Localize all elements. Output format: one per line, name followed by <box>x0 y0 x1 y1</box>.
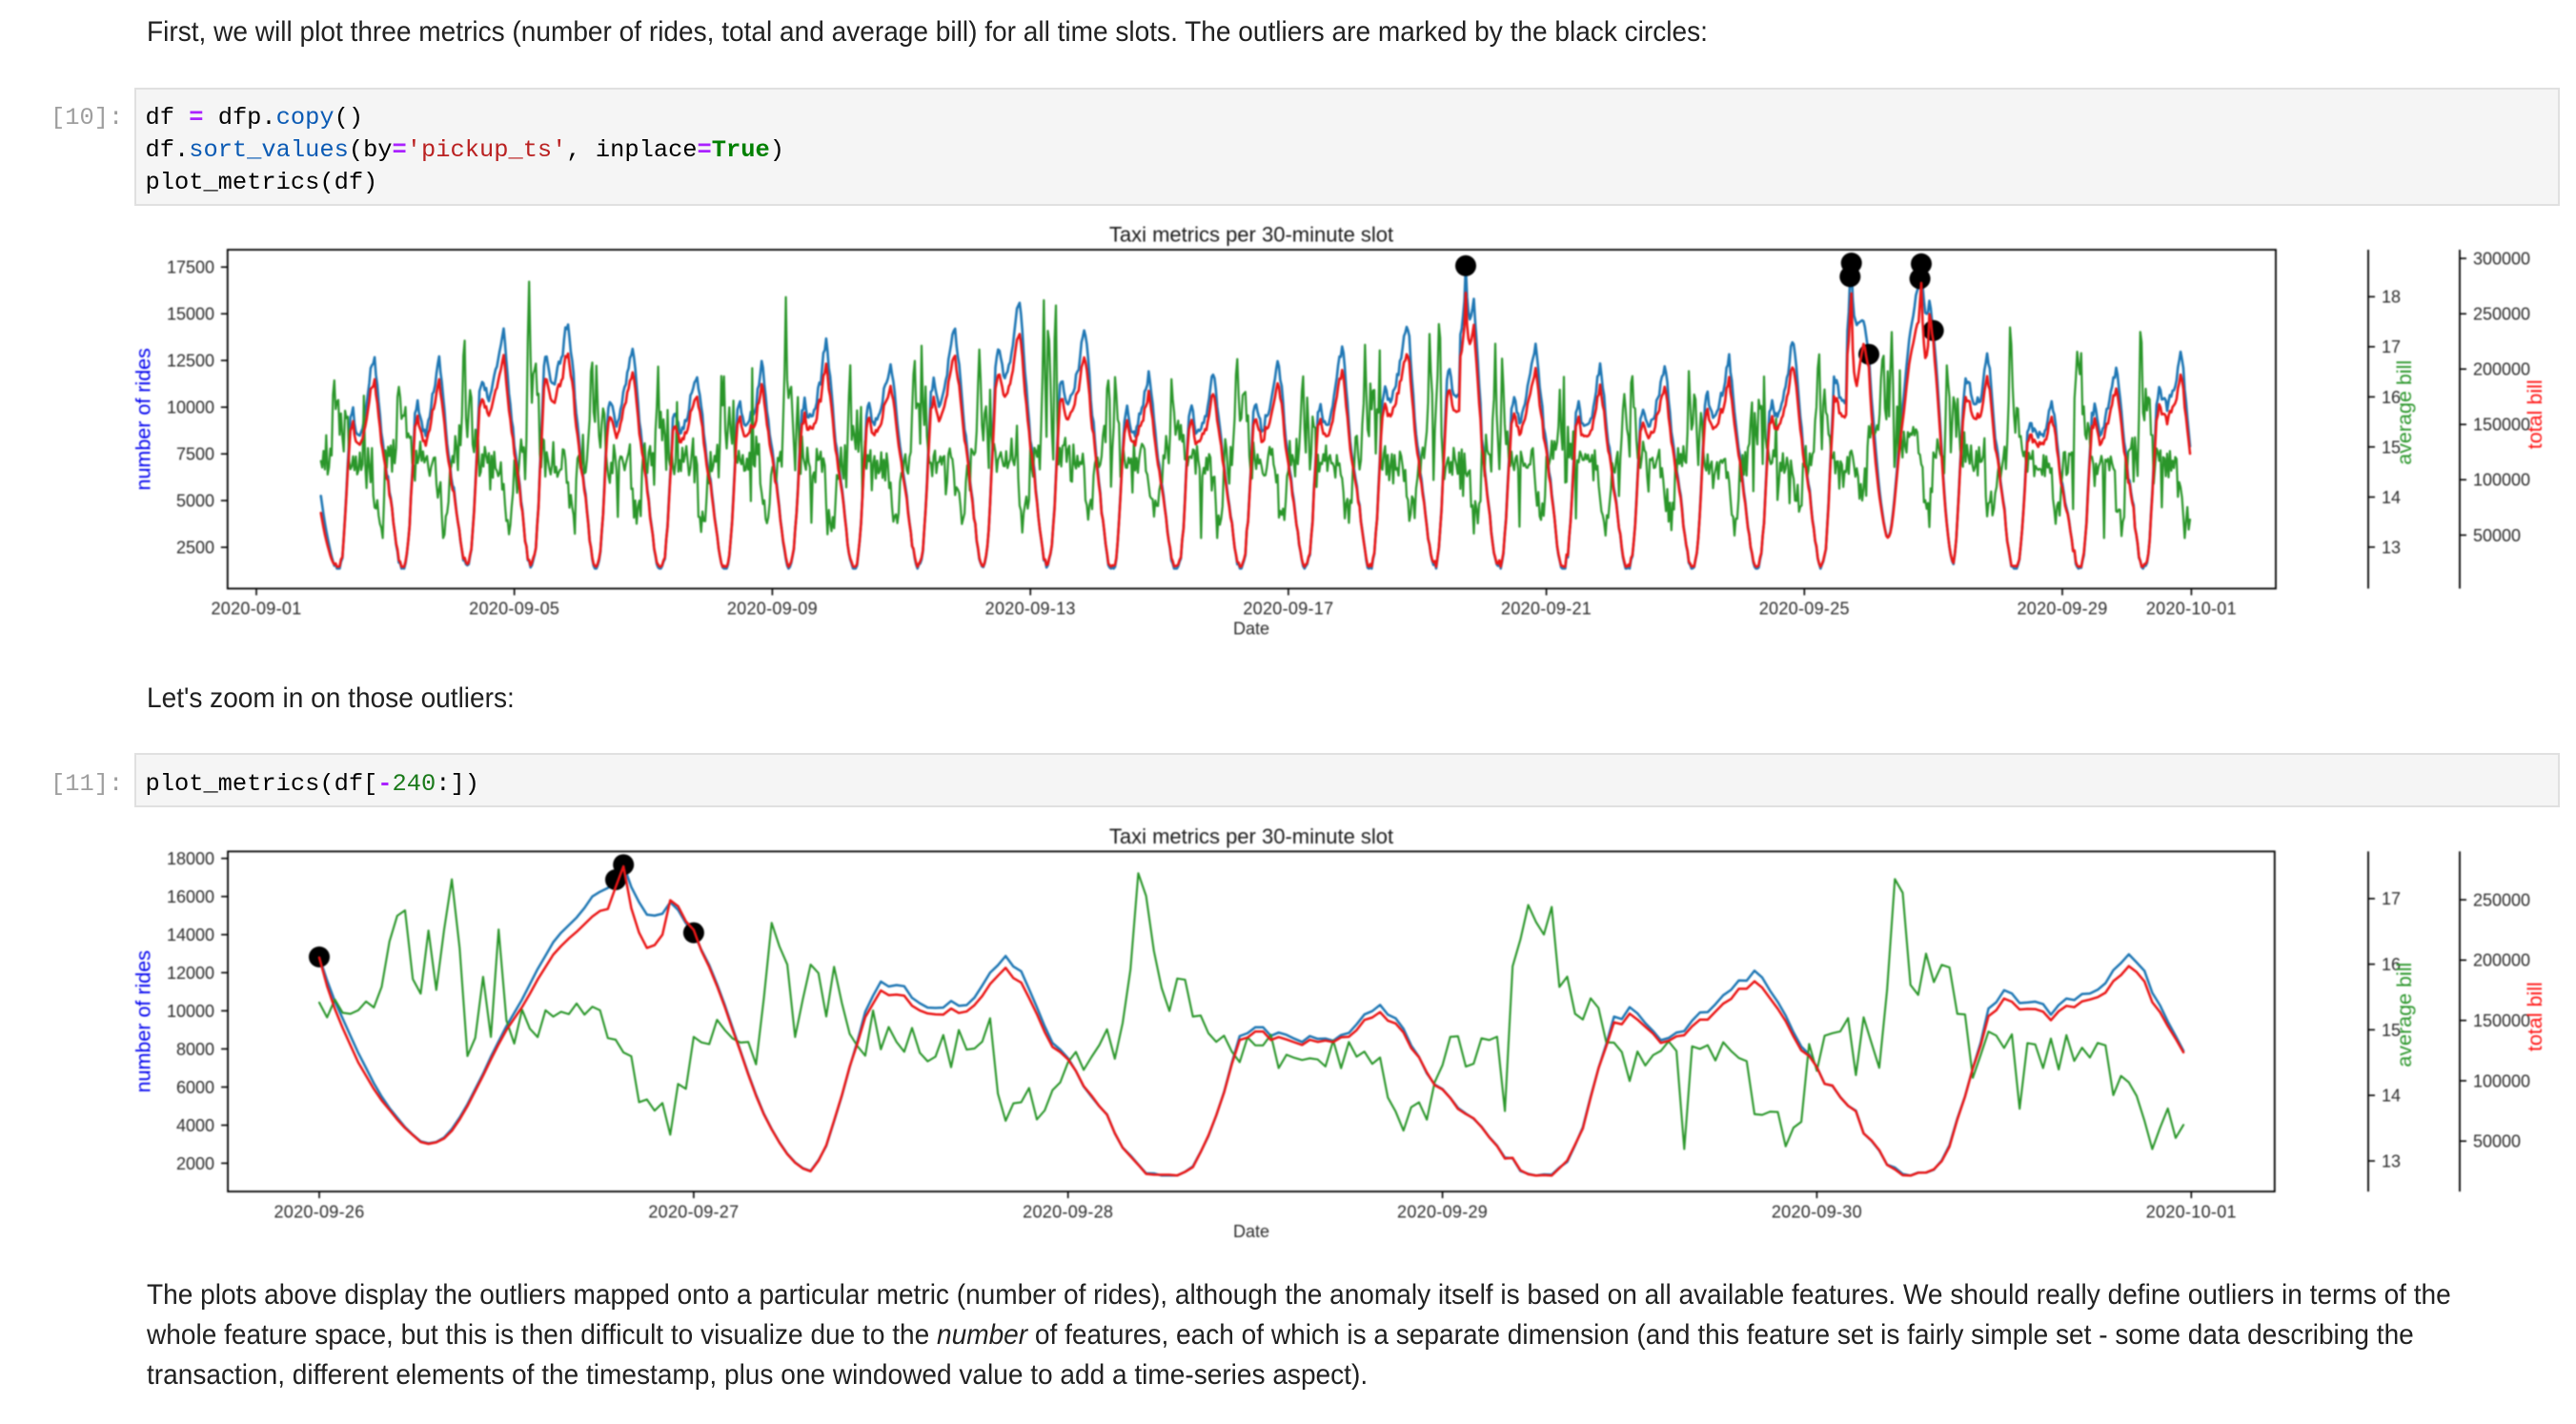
svg-text:5000: 5000 <box>176 492 214 511</box>
svg-text:13: 13 <box>2382 538 2401 557</box>
svg-text:16000: 16000 <box>167 887 214 906</box>
svg-text:number of rides: number of rides <box>132 950 155 1092</box>
svg-text:10000: 10000 <box>167 398 214 417</box>
svg-text:2020-09-29: 2020-09-29 <box>2017 600 2107 619</box>
svg-text:2020-09-27: 2020-09-27 <box>648 1203 739 1222</box>
svg-text:8000: 8000 <box>176 1040 214 1059</box>
svg-text:50000: 50000 <box>2473 1132 2521 1151</box>
svg-text:18: 18 <box>2382 288 2401 307</box>
svg-text:17: 17 <box>2382 889 2401 908</box>
svg-text:2020-09-09: 2020-09-09 <box>727 600 818 619</box>
svg-text:13: 13 <box>2382 1151 2401 1170</box>
svg-text:2020-09-17: 2020-09-17 <box>1243 600 1333 619</box>
svg-text:10000: 10000 <box>167 1002 214 1021</box>
svg-text:2020-09-25: 2020-09-25 <box>1759 600 1850 619</box>
svg-text:100000: 100000 <box>2473 1071 2530 1090</box>
svg-text:16: 16 <box>2382 388 2401 407</box>
svg-text:150000: 150000 <box>2473 1011 2530 1030</box>
svg-text:number of rides: number of rides <box>132 348 155 490</box>
svg-text:2020-09-26: 2020-09-26 <box>274 1203 364 1222</box>
svg-text:total bill: total bill <box>2524 379 2546 449</box>
svg-text:14: 14 <box>2382 488 2401 507</box>
svg-text:18000: 18000 <box>167 849 214 868</box>
svg-text:14000: 14000 <box>167 926 214 945</box>
svg-text:Taxi metrics per 30-minute slo: Taxi metrics per 30-minute slot <box>1109 824 1393 848</box>
svg-text:4000: 4000 <box>176 1116 214 1135</box>
svg-text:2000: 2000 <box>176 1154 214 1173</box>
svg-text:50000: 50000 <box>2473 526 2521 545</box>
svg-text:250000: 250000 <box>2473 305 2530 324</box>
svg-text:200000: 200000 <box>2473 951 2530 970</box>
svg-text:Date: Date <box>1233 1222 1269 1241</box>
svg-text:2020-09-21: 2020-09-21 <box>1501 600 1592 619</box>
svg-text:250000: 250000 <box>2473 890 2530 909</box>
svg-text:2020-09-05: 2020-09-05 <box>469 600 559 619</box>
svg-text:2020-09-01: 2020-09-01 <box>211 600 301 619</box>
svg-text:2020-09-28: 2020-09-28 <box>1023 1203 1113 1222</box>
svg-text:100000: 100000 <box>2473 471 2530 490</box>
svg-text:average bill: average bill <box>2393 360 2416 465</box>
svg-text:16: 16 <box>2382 955 2401 974</box>
svg-text:15: 15 <box>2382 1021 2401 1040</box>
svg-text:Taxi metrics per 30-minute slo: Taxi metrics per 30-minute slot <box>1109 222 1393 246</box>
svg-text:2020-10-01: 2020-10-01 <box>2146 1203 2237 1222</box>
svg-text:150000: 150000 <box>2473 416 2530 435</box>
svg-text:2020-09-30: 2020-09-30 <box>1772 1203 1862 1222</box>
svg-text:12000: 12000 <box>167 964 214 983</box>
svg-text:6000: 6000 <box>176 1078 214 1097</box>
svg-text:2020-09-13: 2020-09-13 <box>985 600 1076 619</box>
svg-text:14: 14 <box>2382 1087 2401 1106</box>
svg-text:12500: 12500 <box>167 352 214 371</box>
svg-text:17500: 17500 <box>167 258 214 277</box>
svg-text:Date: Date <box>1233 620 1269 639</box>
svg-text:17: 17 <box>2382 337 2401 356</box>
svg-text:7500: 7500 <box>176 445 214 464</box>
svg-text:2020-10-01: 2020-10-01 <box>2146 600 2237 619</box>
svg-text:15: 15 <box>2382 437 2401 457</box>
svg-text:15000: 15000 <box>167 305 214 324</box>
svg-text:total bill: total bill <box>2524 982 2546 1051</box>
svg-text:2020-09-29: 2020-09-29 <box>1397 1203 1488 1222</box>
svg-text:2500: 2500 <box>176 539 214 558</box>
svg-text:200000: 200000 <box>2473 360 2530 379</box>
svg-text:300000: 300000 <box>2473 250 2530 269</box>
svg-text:average bill: average bill <box>2393 963 2416 1068</box>
